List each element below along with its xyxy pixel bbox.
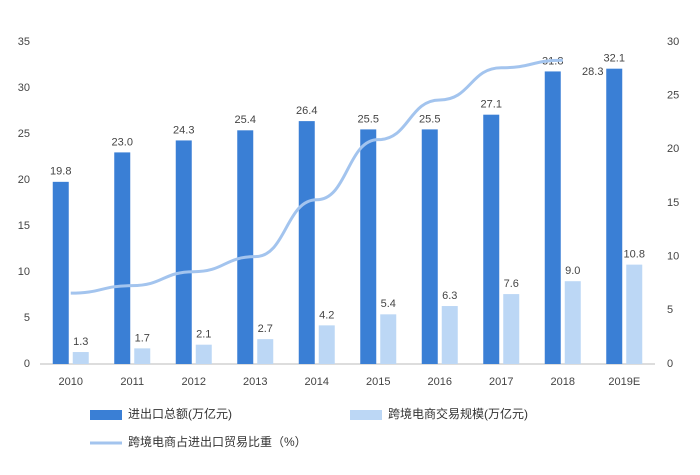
x-tick-label: 2011 bbox=[120, 376, 144, 388]
x-tick-label: 2012 bbox=[182, 376, 206, 388]
bar bbox=[503, 294, 520, 364]
x-tick-label: 2016 bbox=[428, 376, 452, 388]
bar bbox=[360, 129, 377, 364]
data-label: 27.1 bbox=[481, 99, 502, 111]
bar bbox=[298, 121, 315, 365]
bar bbox=[606, 68, 623, 365]
data-label: 7.6 bbox=[504, 278, 519, 290]
bar bbox=[483, 114, 500, 365]
data-label: 25.5 bbox=[358, 113, 379, 125]
y-tick-label: 15 bbox=[18, 220, 30, 232]
y-tick-label: 5 bbox=[24, 312, 30, 324]
y-tick-label: 35 bbox=[18, 36, 30, 48]
bar bbox=[52, 181, 69, 364]
y2-tick-label: 10 bbox=[667, 251, 679, 263]
x-tick-label: 2018 bbox=[551, 376, 575, 388]
legend-swatch bbox=[350, 410, 382, 420]
data-label: 24.3 bbox=[173, 124, 194, 136]
data-label: 1.3 bbox=[73, 336, 88, 348]
bar bbox=[72, 352, 89, 364]
y2-tick-label: 20 bbox=[667, 143, 679, 155]
x-tick-label: 2019E bbox=[608, 376, 640, 388]
legend-label: 进出口总额(万亿元) bbox=[128, 406, 232, 421]
bar bbox=[544, 71, 561, 364]
y-tick-label: 10 bbox=[18, 266, 30, 278]
y-tick-label: 0 bbox=[24, 358, 30, 370]
bar bbox=[175, 140, 192, 364]
y2-tick-label: 15 bbox=[667, 197, 679, 209]
data-label: 23.0 bbox=[112, 136, 133, 148]
bar bbox=[114, 152, 131, 364]
data-label: 1.7 bbox=[135, 332, 150, 344]
data-label: 26.4 bbox=[296, 105, 317, 117]
x-tick-label: 2015 bbox=[366, 376, 390, 388]
legend-label: 跨境电商占进出口贸易比重（%） bbox=[128, 434, 307, 449]
data-label: 19.8 bbox=[50, 166, 71, 178]
bar bbox=[380, 314, 397, 364]
bar bbox=[441, 306, 458, 364]
y-tick-label: 30 bbox=[18, 82, 30, 94]
bar bbox=[626, 264, 643, 364]
data-label: 25.4 bbox=[235, 114, 256, 126]
x-tick-label: 2014 bbox=[305, 376, 329, 388]
data-label: 32.1 bbox=[604, 53, 625, 65]
bar bbox=[195, 344, 212, 364]
line bbox=[70, 58, 563, 295]
data-label: 2.1 bbox=[196, 329, 211, 341]
y2-tick-label: 0 bbox=[667, 358, 673, 370]
bar bbox=[134, 348, 151, 364]
x-tick-label: 2017 bbox=[489, 376, 513, 388]
bar bbox=[237, 130, 254, 364]
bar bbox=[421, 129, 438, 364]
legend-swatch bbox=[90, 410, 122, 420]
data-label: 2.7 bbox=[258, 323, 273, 335]
bar bbox=[257, 339, 274, 364]
data-label: 4.2 bbox=[319, 309, 334, 321]
legend-label: 跨境电商交易规模(万亿元) bbox=[388, 406, 528, 421]
bar bbox=[564, 281, 581, 364]
bar bbox=[318, 325, 335, 364]
data-label: 5.4 bbox=[381, 298, 396, 310]
y-tick-label: 25 bbox=[18, 128, 30, 140]
data-label: 25.5 bbox=[419, 113, 440, 125]
data-label: 6.3 bbox=[442, 290, 457, 302]
x-tick-label: 2013 bbox=[243, 376, 267, 388]
y2-tick-label: 5 bbox=[667, 304, 673, 316]
y-tick-label: 20 bbox=[18, 174, 30, 186]
data-label: 9.0 bbox=[565, 265, 580, 277]
line-label: 28.3 bbox=[582, 66, 603, 78]
data-label: 10.8 bbox=[624, 249, 645, 261]
y2-tick-label: 30 bbox=[667, 36, 679, 48]
x-tick-label: 2010 bbox=[59, 376, 83, 388]
y2-tick-label: 25 bbox=[667, 90, 679, 102]
